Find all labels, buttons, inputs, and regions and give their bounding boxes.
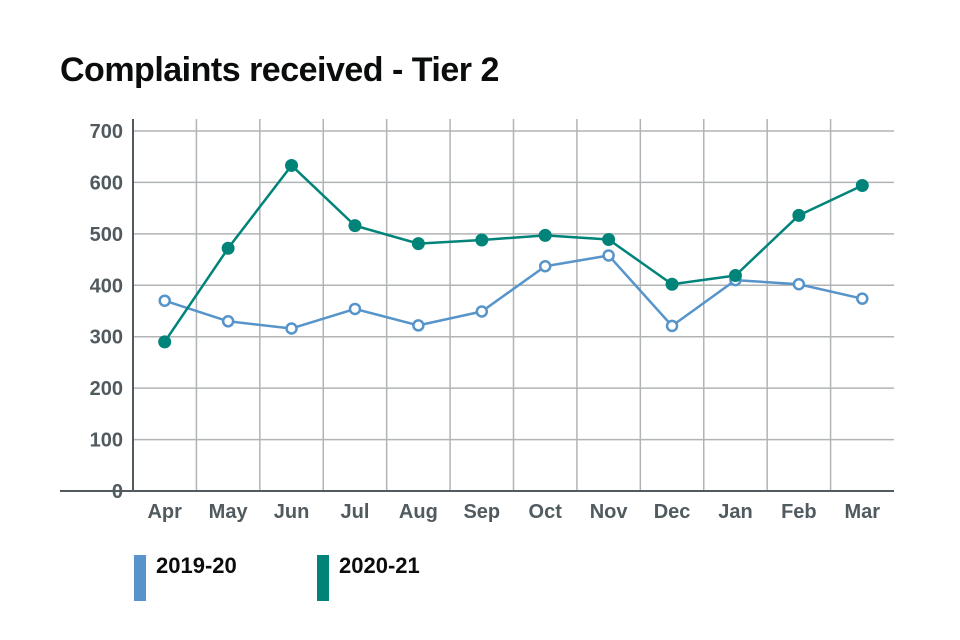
- x-tick-label: Oct: [529, 501, 563, 523]
- data-point: [856, 292, 869, 305]
- data-point: [412, 319, 425, 332]
- data-point: [475, 305, 489, 318]
- x-tick-label: May: [209, 501, 249, 523]
- data-point: [158, 294, 171, 307]
- data-point: [348, 219, 362, 233]
- legend-label-0: 2019-20: [156, 553, 237, 578]
- data-point: [602, 249, 615, 262]
- legend-swatch-0: [134, 555, 146, 601]
- data-point: [602, 233, 616, 247]
- x-tick-label: Jan: [718, 501, 752, 523]
- y-tick-label: 700: [90, 121, 123, 143]
- x-tick-label: Dec: [654, 501, 691, 523]
- x-tick-label: Apr: [147, 501, 182, 523]
- y-tick-label: 200: [90, 378, 123, 400]
- data-point: [538, 228, 552, 242]
- x-tick-label: Jun: [274, 501, 310, 523]
- series-line-1: [163, 164, 863, 343]
- gridlines: [133, 119, 894, 491]
- data-point: [158, 335, 172, 349]
- axes: [60, 119, 894, 492]
- y-tick-label: 600: [90, 172, 123, 194]
- legend-label-1: 2020-21: [339, 553, 420, 578]
- data-point: [792, 278, 806, 291]
- y-tick-label: 400: [90, 275, 123, 297]
- data-point: [728, 269, 742, 283]
- data-point: [348, 302, 362, 316]
- data-point: [855, 179, 869, 193]
- x-tick-label: Jul: [341, 501, 370, 523]
- data-point: [665, 319, 679, 333]
- x-tick-label: Feb: [781, 501, 817, 523]
- x-tick-label: Aug: [399, 501, 438, 523]
- x-tick-label: Mar: [845, 501, 881, 523]
- data-point: [475, 233, 489, 247]
- data-point: [665, 277, 679, 291]
- data-point: [538, 260, 552, 273]
- series-line-0: [164, 254, 863, 330]
- y-tick-label: 300: [90, 327, 123, 349]
- legend-swatch-1: [317, 555, 329, 601]
- data-point: [792, 208, 806, 222]
- data-point: [285, 158, 299, 172]
- x-axis-ticks: Apr May Jun Jul Aug Sep Oct Nov Dec Jan Feb Mar: [147, 501, 880, 523]
- y-axis-ticks: 0 100 200 300 400 500 600 700: [90, 121, 123, 503]
- data-point: [221, 241, 235, 255]
- data-point: [285, 322, 298, 335]
- chart-title: Complaints received - Tier 2: [60, 51, 499, 89]
- data-point: [411, 237, 425, 251]
- y-tick-label: 500: [90, 224, 123, 246]
- series: [158, 158, 869, 349]
- y-tick-label: 0: [112, 481, 123, 503]
- x-tick-label: Sep: [463, 501, 500, 523]
- x-tick-label: Nov: [590, 501, 629, 523]
- data-point: [221, 315, 235, 328]
- y-tick-label: 100: [90, 430, 123, 452]
